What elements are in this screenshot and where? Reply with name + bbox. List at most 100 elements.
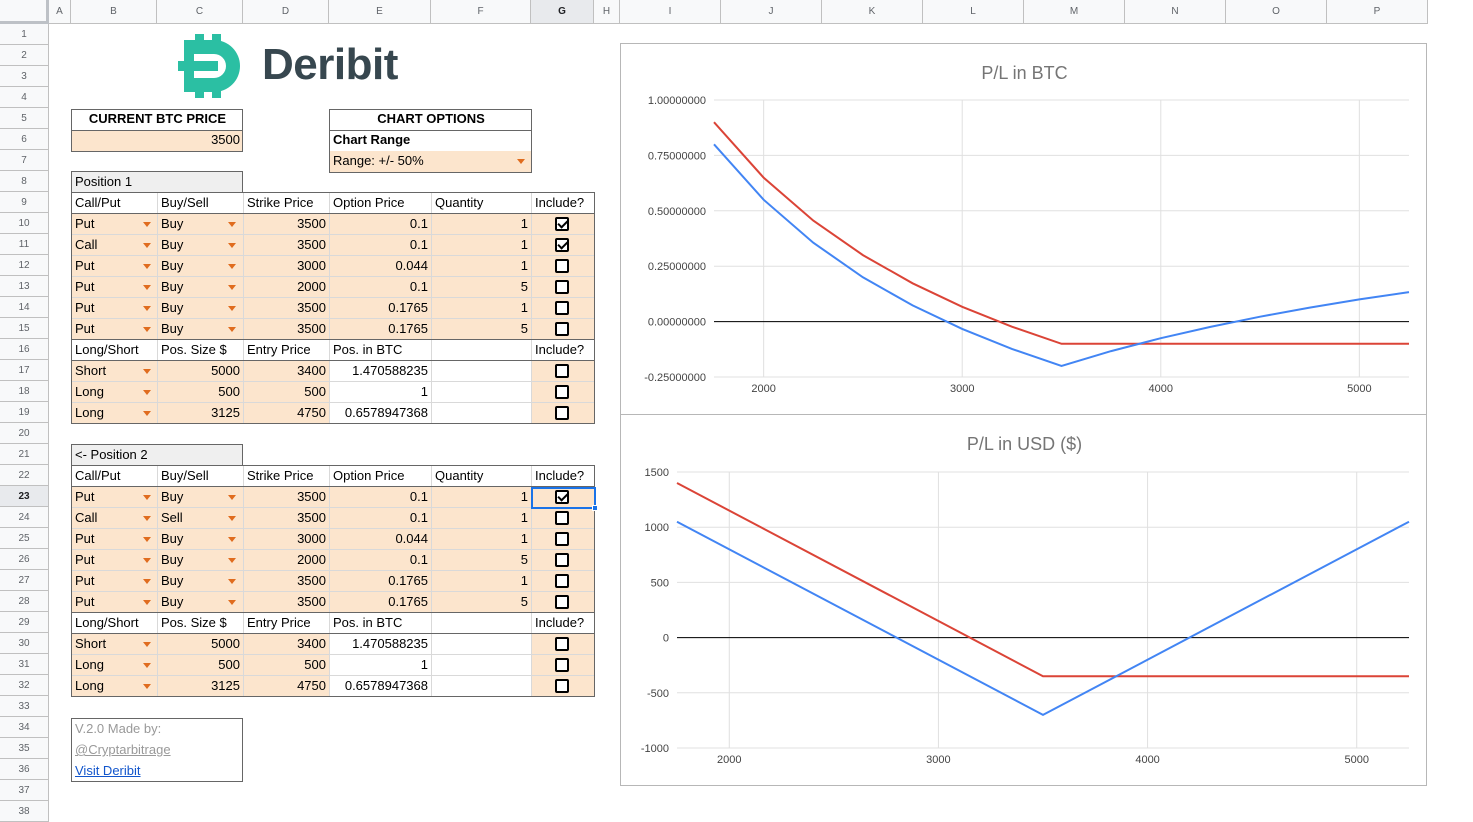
- buy-sell-dropdown-arrow-icon[interactable]: [228, 579, 236, 584]
- row-header-34[interactable]: 34: [0, 717, 49, 738]
- position2-include-checkbox[interactable]: [555, 574, 569, 588]
- long-short-dropdown-arrow-icon[interactable]: [143, 642, 151, 647]
- buy-sell-dropdown-arrow-icon[interactable]: [228, 306, 236, 311]
- position2-option-price[interactable]: 0.1765: [330, 571, 431, 591]
- row-header-35[interactable]: 35: [0, 738, 49, 759]
- row-header-22[interactable]: 22: [0, 465, 49, 486]
- row-header-8[interactable]: 8: [0, 171, 49, 192]
- position1-pos-size[interactable]: 500: [158, 382, 243, 402]
- buy-sell-dropdown-arrow-icon[interactable]: [228, 558, 236, 563]
- buy-sell-dropdown-arrow-icon[interactable]: [228, 327, 236, 332]
- position2-strike-price[interactable]: 3500: [244, 508, 329, 528]
- column-header-f[interactable]: F: [431, 0, 531, 24]
- call-put-dropdown-arrow-icon[interactable]: [143, 306, 151, 311]
- buy-sell-dropdown-arrow-icon[interactable]: [228, 537, 236, 542]
- position1-include-checkbox[interactable]: [555, 259, 569, 273]
- position2-call-put-dropdown[interactable]: Put: [72, 571, 157, 591]
- position2-include-checkbox[interactable]: [555, 532, 569, 546]
- column-header-i[interactable]: I: [620, 0, 721, 24]
- buy-sell-dropdown-arrow-icon[interactable]: [228, 495, 236, 500]
- position2-quantity[interactable]: 1: [432, 571, 531, 591]
- position1-entry-price[interactable]: 3400: [244, 361, 329, 381]
- position1-quantity[interactable]: 1: [432, 214, 531, 234]
- current-price-value[interactable]: 3500: [72, 130, 243, 151]
- buy-sell-dropdown-arrow-icon[interactable]: [228, 285, 236, 290]
- long-short-dropdown-arrow-icon[interactable]: [143, 684, 151, 689]
- long-short-dropdown-arrow-icon[interactable]: [143, 411, 151, 416]
- column-header-g[interactable]: G: [531, 0, 594, 24]
- row-header-2[interactable]: 2: [0, 45, 49, 66]
- row-header-25[interactable]: 25: [0, 528, 49, 549]
- position1-quantity[interactable]: 1: [432, 298, 531, 318]
- position2-call-put-dropdown[interactable]: Put: [72, 592, 157, 612]
- buy-sell-dropdown-arrow-icon[interactable]: [228, 264, 236, 269]
- position1-call-put-dropdown[interactable]: Put: [72, 298, 157, 318]
- row-header-18[interactable]: 18: [0, 381, 49, 402]
- row-header-19[interactable]: 19: [0, 402, 49, 423]
- position1-include-checkbox[interactable]: [555, 301, 569, 315]
- position1-strike-price[interactable]: 3500: [244, 214, 329, 234]
- position1-option-price[interactable]: 0.1765: [330, 319, 431, 339]
- position1-call-put-dropdown[interactable]: Put: [72, 256, 157, 276]
- column-header-o[interactable]: O: [1226, 0, 1327, 24]
- position2-pos-size[interactable]: 500: [158, 655, 243, 675]
- call-put-dropdown-arrow-icon[interactable]: [143, 558, 151, 563]
- chart-range-dropdown[interactable]: Range: +/- 50%: [330, 151, 532, 172]
- position1-entry-price[interactable]: 4750: [244, 403, 329, 423]
- position1-strike-price[interactable]: 3500: [244, 298, 329, 318]
- column-header-d[interactable]: D: [243, 0, 329, 24]
- row-header-30[interactable]: 30: [0, 633, 49, 654]
- position1-strike-price[interactable]: 3500: [244, 235, 329, 255]
- position1-call-put-dropdown[interactable]: Put: [72, 214, 157, 234]
- row-header-11[interactable]: 11: [0, 234, 49, 255]
- position1-quantity[interactable]: 1: [432, 235, 531, 255]
- column-header-j[interactable]: J: [721, 0, 822, 24]
- position1-call-put-dropdown[interactable]: Put: [72, 319, 157, 339]
- buy-sell-dropdown-arrow-icon[interactable]: [228, 243, 236, 248]
- position2-buy-sell-dropdown[interactable]: Buy: [158, 592, 243, 612]
- row-header-1[interactable]: 1: [0, 24, 49, 45]
- position2-buy-sell-dropdown[interactable]: Buy: [158, 571, 243, 591]
- position2-quantity[interactable]: 5: [432, 592, 531, 612]
- position2-strike-price[interactable]: 3000: [244, 529, 329, 549]
- visit-deribit-link[interactable]: Visit Deribit: [75, 763, 141, 778]
- position2-option-price[interactable]: 0.1765: [330, 592, 431, 612]
- call-put-dropdown-arrow-icon[interactable]: [143, 579, 151, 584]
- column-header-e[interactable]: E: [329, 0, 431, 24]
- position1-buy-sell-dropdown[interactable]: Buy: [158, 256, 243, 276]
- position2-long-short-dropdown[interactable]: Long: [72, 655, 157, 675]
- long-short-dropdown-arrow-icon[interactable]: [143, 390, 151, 395]
- position2-buy-sell-dropdown[interactable]: Sell: [158, 508, 243, 528]
- position2-option-price[interactable]: 0.1: [330, 508, 431, 528]
- position2-long-short-dropdown[interactable]: Short: [72, 634, 157, 654]
- call-put-dropdown-arrow-icon[interactable]: [143, 537, 151, 542]
- row-header-29[interactable]: 29: [0, 612, 49, 633]
- position2-long-short-dropdown[interactable]: Long: [72, 676, 157, 696]
- position2-include-checkbox[interactable]: [555, 511, 569, 525]
- fill-handle[interactable]: [592, 505, 598, 511]
- row-header-38[interactable]: 38: [0, 801, 49, 822]
- row-header-5[interactable]: 5: [0, 108, 49, 129]
- position2-option-price[interactable]: 0.1: [330, 487, 431, 507]
- position1-entry-price[interactable]: 500: [244, 382, 329, 402]
- position1-quantity[interactable]: 1: [432, 256, 531, 276]
- position2-include-checkbox[interactable]: [555, 490, 569, 504]
- row-header-7[interactable]: 7: [0, 150, 49, 171]
- call-put-dropdown-arrow-icon[interactable]: [143, 327, 151, 332]
- row-header-9[interactable]: 9: [0, 192, 49, 213]
- position1-fut-include-checkbox[interactable]: [555, 364, 569, 378]
- position1-option-price[interactable]: 0.044: [330, 256, 431, 276]
- position1-include-checkbox[interactable]: [555, 322, 569, 336]
- row-header-33[interactable]: 33: [0, 696, 49, 717]
- long-short-dropdown-arrow-icon[interactable]: [143, 663, 151, 668]
- row-header-31[interactable]: 31: [0, 654, 49, 675]
- row-header-15[interactable]: 15: [0, 318, 49, 339]
- position1-option-price[interactable]: 0.1: [330, 277, 431, 297]
- position2-call-put-dropdown[interactable]: Call: [72, 508, 157, 528]
- position1-option-price[interactable]: 0.1765: [330, 298, 431, 318]
- call-put-dropdown-arrow-icon[interactable]: [143, 495, 151, 500]
- position2-call-put-dropdown[interactable]: Put: [72, 529, 157, 549]
- position2-pos-size[interactable]: 5000: [158, 634, 243, 654]
- row-header-14[interactable]: 14: [0, 297, 49, 318]
- column-header-n[interactable]: N: [1125, 0, 1226, 24]
